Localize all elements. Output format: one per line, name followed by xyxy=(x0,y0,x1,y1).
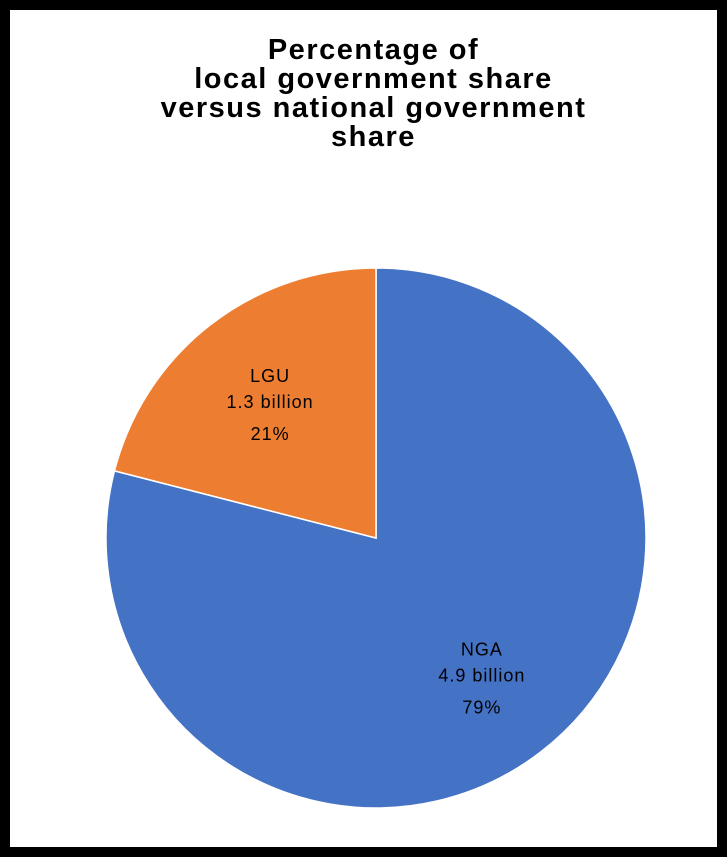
slice-amount-label: 1.3 billion xyxy=(227,392,314,412)
slice-category-label: LGU xyxy=(250,366,290,386)
chart-title: Percentage of local government share ver… xyxy=(160,34,587,153)
slice-value-label: 21% xyxy=(251,424,290,444)
slice-value-label: 79% xyxy=(462,697,501,717)
slice-amount-label: 4.9 billion xyxy=(438,665,525,685)
pie-slice xyxy=(113,267,377,539)
slice-category-label: NGA xyxy=(461,639,503,659)
